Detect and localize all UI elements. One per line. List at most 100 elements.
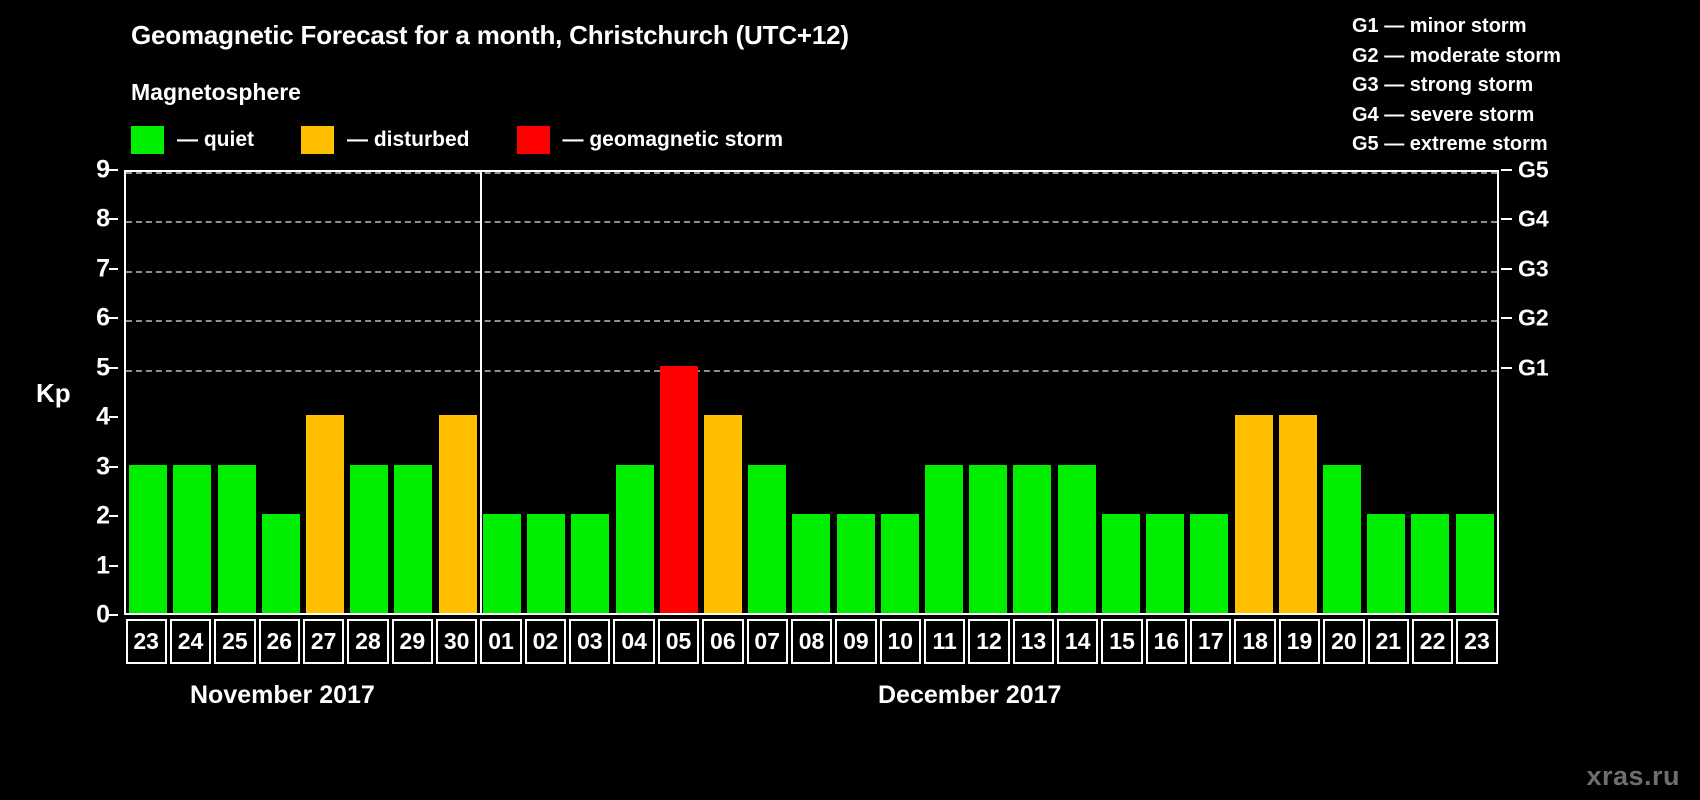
date-tick-28[interactable]: 28 [347,619,389,664]
bar-08[interactable] [792,514,831,613]
bar-23[interactable] [1455,514,1494,613]
date-tick-16[interactable]: 16 [1145,619,1188,664]
month-caption-november: November 2017 [190,681,375,709]
bar-09[interactable] [836,514,875,613]
y-tick-mark-6 [109,317,118,320]
bar-cell [259,172,303,613]
bar-cell [1453,172,1497,613]
magnetosphere-legend: — quiet — disturbed — geomagnetic storm [131,125,783,155]
g-scale-legend-line-1: G1 — minor storm [1352,15,1527,37]
bar-05[interactable] [659,365,698,613]
date-tick-08[interactable]: 08 [790,619,833,664]
date-tick-label: 17 [1198,628,1224,654]
y-tick-label-0: 0 [96,600,110,629]
g-tick-label-G3: G3 [1518,255,1549,282]
bar-04[interactable] [615,464,654,613]
bar-14[interactable] [1057,464,1096,613]
gridline-kp-6 [126,320,1497,323]
date-tick-23[interactable]: 23 [1456,619,1498,664]
y-tick-label-6: 6 [96,303,110,332]
bar-25[interactable] [217,464,256,613]
bar-07[interactable] [748,464,787,613]
bar-15[interactable] [1101,514,1140,613]
date-tick-02[interactable]: 02 [524,619,567,664]
g-scale-axis: G1 G2 G3 G4 G5 [1501,157,1581,615]
bar-21[interactable] [1367,514,1406,613]
date-tick-27[interactable]: 27 [302,619,345,664]
bar-20[interactable] [1323,464,1362,613]
date-tick-23[interactable]: 23 [125,619,167,664]
date-tick-10[interactable]: 10 [879,619,921,664]
y-tick-mark-1 [109,564,118,567]
y-tick-mark-0 [109,614,118,616]
bar-13[interactable] [1013,464,1052,613]
g-tick-mark-G2 [1501,317,1512,320]
date-tick-18[interactable]: 18 [1234,619,1276,664]
y-tick-label-9: 9 [96,155,110,184]
bar-17[interactable] [1190,514,1229,613]
date-tick-label: 16 [1153,628,1180,654]
bar-cell [1099,172,1143,613]
date-tick-20[interactable]: 20 [1323,619,1365,664]
bar-16[interactable] [1146,514,1185,613]
bar-30[interactable] [438,415,477,613]
g-tick-mark-G1 [1501,366,1512,369]
legend-label-quiet: — quiet [177,128,254,151]
date-tick-22[interactable]: 22 [1411,619,1454,664]
bar-29[interactable] [394,464,433,613]
date-tick-25[interactable]: 25 [214,619,256,664]
date-tick-26[interactable]: 26 [258,619,300,664]
date-tick-11[interactable]: 11 [923,619,966,664]
date-tick-07[interactable]: 07 [746,619,788,664]
bar-18[interactable] [1234,415,1273,613]
y-tick-label-4: 4 [96,402,110,431]
bar-03[interactable] [571,514,610,613]
gridline-kp-7 [126,270,1497,273]
date-tick-13[interactable]: 13 [1012,619,1055,664]
bar-22[interactable] [1411,514,1450,613]
date-tick-label: 19 [1286,628,1313,654]
bar-24[interactable] [173,464,212,613]
bar-28[interactable] [350,464,389,613]
bar-06[interactable] [703,415,742,613]
bar-11[interactable] [925,464,964,613]
gridline-kp-9 [126,172,1497,174]
date-tick-15[interactable]: 15 [1101,619,1143,664]
date-tick-01[interactable]: 01 [480,619,522,664]
date-tick-06[interactable]: 06 [702,619,744,664]
date-tick-24[interactable]: 24 [169,619,212,664]
bar-23[interactable] [129,464,168,613]
date-tick-21[interactable]: 21 [1367,619,1409,664]
date-tick-label: 25 [222,628,248,654]
bar-12[interactable] [969,464,1008,613]
date-tick-label: 06 [710,628,736,654]
bar-02[interactable] [527,514,566,613]
date-tick-19[interactable]: 19 [1278,619,1321,664]
date-tick-09[interactable]: 09 [835,619,877,664]
y-tick-mark-8 [109,218,118,221]
date-tick-label: 07 [754,628,780,654]
bar-cell [436,172,480,613]
date-tick-30[interactable]: 30 [436,619,478,664]
date-tick-04[interactable]: 04 [613,619,655,664]
bars-layer [126,172,1497,613]
bar-19[interactable] [1278,415,1317,613]
date-tick-17[interactable]: 17 [1190,619,1232,664]
y-tick-mark-2 [109,515,118,518]
bar-27[interactable] [305,415,344,613]
bar-01[interactable] [482,514,521,613]
bar-26[interactable] [261,514,300,613]
bar-cell [834,172,878,613]
date-tick-14[interactable]: 14 [1057,619,1099,664]
plot-area [124,170,1499,615]
bar-10[interactable] [880,514,919,613]
date-tick-12[interactable]: 12 [968,619,1010,664]
date-tick-05[interactable]: 05 [657,619,700,664]
disturbed-swatch-icon [301,126,334,154]
date-tick-29[interactable]: 29 [391,619,434,664]
date-tick-03[interactable]: 03 [569,619,611,664]
date-tick-label: 13 [1020,628,1047,654]
g-tick-mark-G5 [1501,169,1512,171]
g-tick-label-G1: G1 [1518,354,1549,381]
date-tick-label: 27 [310,628,337,654]
